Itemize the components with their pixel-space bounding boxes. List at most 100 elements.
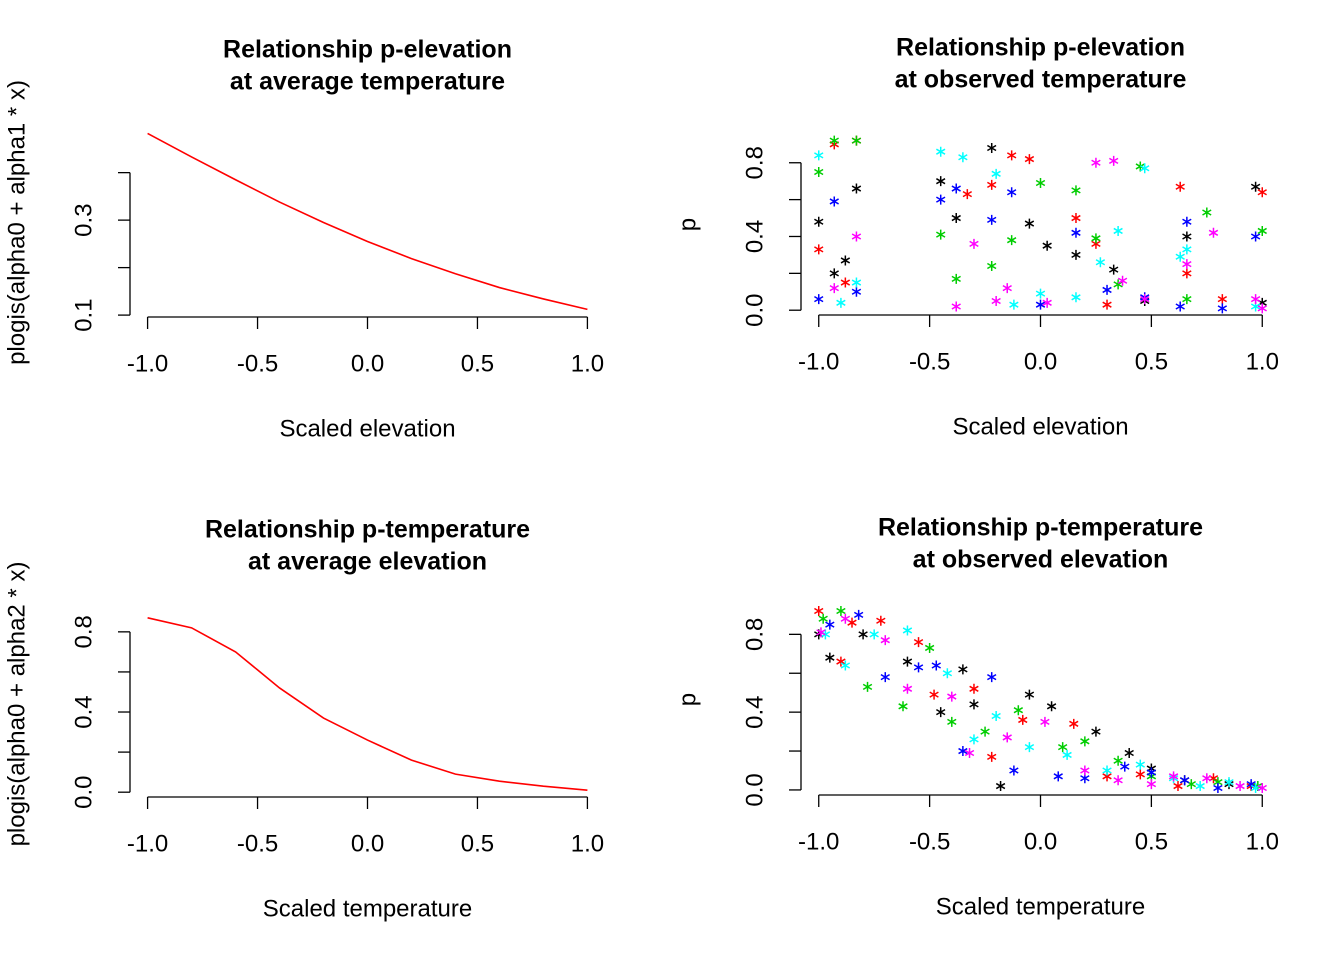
point: [1071, 292, 1081, 303]
point: [1257, 187, 1267, 198]
x-axis-label: Scaled elevation: [952, 413, 1128, 440]
point: [851, 183, 862, 194]
point: [1108, 264, 1119, 275]
x-tick-label: 0.5: [461, 350, 494, 377]
point: [829, 196, 839, 207]
point: [851, 231, 862, 242]
point: [987, 143, 997, 154]
y-tick-label: 0.1: [70, 298, 97, 331]
point: [1071, 213, 1081, 224]
x-tick-label: 0.5: [1135, 348, 1168, 375]
point: [898, 701, 908, 712]
point: [1135, 759, 1145, 770]
point: [814, 294, 824, 305]
point: [1071, 185, 1081, 196]
point: [951, 273, 961, 284]
point: [840, 255, 851, 266]
point: [1182, 216, 1192, 227]
x-tick-label: 0.0: [1024, 828, 1057, 855]
point: [936, 229, 946, 240]
point: [829, 283, 839, 294]
point: [969, 683, 979, 694]
point: [951, 213, 961, 224]
y-tick-label: 0.4: [741, 695, 768, 728]
point: [1095, 257, 1106, 268]
point: [964, 747, 975, 758]
chart-title: Relationship p-temperature: [205, 516, 530, 544]
point: [1257, 303, 1267, 314]
point: [1035, 299, 1046, 310]
point: [1091, 157, 1101, 168]
point: [825, 652, 835, 663]
x-tick-label: 0.5: [1135, 828, 1168, 855]
x-tick-label: -0.5: [237, 830, 278, 857]
point: [1053, 771, 1063, 782]
point: [902, 656, 913, 667]
point: [936, 146, 946, 157]
point: [1173, 781, 1183, 792]
point: [814, 244, 824, 255]
point: [851, 286, 862, 297]
point: [991, 711, 1001, 722]
y-axis-label: plogis(alpha0 + alpha1 * x): [3, 80, 30, 365]
point: [969, 699, 979, 710]
point: [1120, 761, 1130, 772]
point: [947, 691, 957, 702]
y-tick-label: 0.4: [741, 220, 768, 253]
point: [1080, 765, 1090, 776]
point: [969, 734, 979, 745]
chart-title: at observed elevation: [913, 546, 1169, 574]
point: [942, 668, 953, 679]
point: [1091, 726, 1101, 737]
point: [1217, 303, 1228, 314]
point: [1009, 299, 1019, 310]
y-tick-label: 0.4: [70, 695, 97, 728]
curve: [147, 617, 588, 791]
point: [853, 609, 864, 620]
x-tick-label: -1.0: [127, 830, 168, 857]
point: [1102, 284, 1112, 295]
point: [987, 214, 997, 225]
point: [1006, 187, 1017, 198]
point: [1102, 765, 1112, 776]
point: [951, 301, 961, 312]
y-tick-label: 0.3: [70, 203, 97, 236]
point: [1135, 769, 1145, 780]
point: [991, 295, 1001, 306]
y-axis-label: p: [674, 218, 701, 231]
point: [836, 297, 846, 308]
point: [814, 166, 824, 177]
chart-title: Relationship p-temperature: [878, 514, 1203, 542]
point: [1257, 225, 1267, 236]
point: [1013, 705, 1024, 716]
point: [1040, 716, 1050, 727]
point: [829, 268, 839, 279]
x-tick-label: -0.5: [909, 828, 950, 855]
x-axis-label: Scaled temperature: [936, 893, 1145, 920]
point: [1024, 742, 1035, 753]
point: [991, 168, 1001, 179]
x-tick-label: -1.0: [127, 350, 168, 377]
point: [1009, 765, 1019, 776]
x-axis-label: Scaled temperature: [263, 895, 472, 922]
point: [1057, 742, 1068, 753]
x-tick-label: -0.5: [909, 348, 950, 375]
point: [924, 642, 935, 653]
x-tick-label: -1.0: [798, 348, 839, 375]
point: [1024, 154, 1035, 165]
point: [1080, 736, 1090, 747]
point: [1175, 301, 1185, 312]
point: [1091, 233, 1101, 244]
point: [1250, 181, 1261, 192]
point: [1208, 227, 1219, 238]
point: [1146, 779, 1157, 790]
point: [931, 660, 941, 671]
point: [1113, 225, 1123, 236]
point: [836, 606, 846, 617]
point: [902, 683, 913, 694]
y-tick-label: 0.8: [741, 146, 768, 179]
point: [1042, 297, 1052, 308]
point: [929, 689, 939, 700]
point: [814, 150, 824, 161]
point: [1024, 218, 1035, 229]
